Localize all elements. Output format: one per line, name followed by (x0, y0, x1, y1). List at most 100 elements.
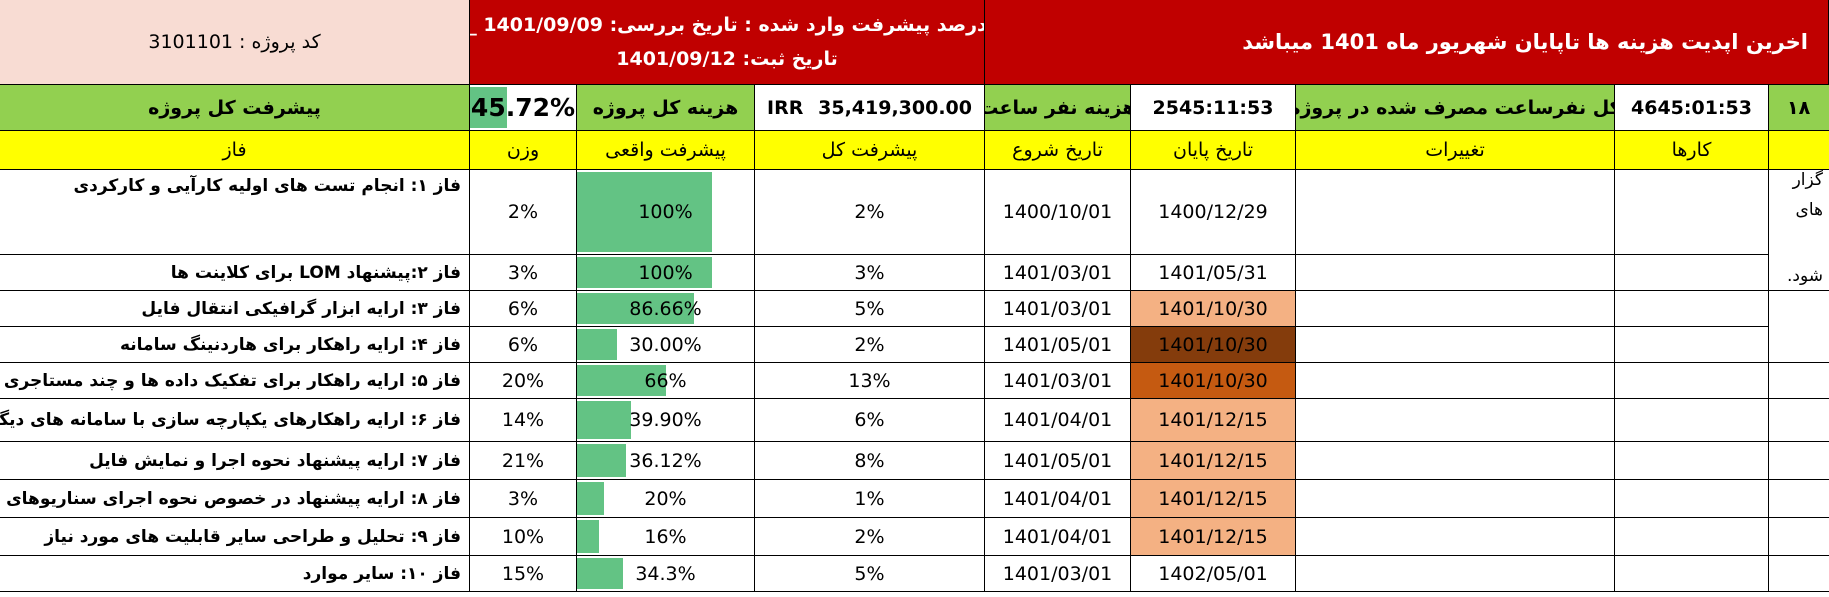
row-1-end: 1400/12/29 (1158, 201, 1268, 223)
row-7-start: 1401/05/01 (1002, 449, 1113, 472)
row-6-progress-bar (577, 401, 631, 439)
row-4-tasks-cell (1615, 327, 1769, 363)
row-9-changes-cell (1296, 518, 1615, 556)
row-2-total: 3% (854, 261, 885, 284)
row-9-start: 1401/04/01 (1002, 525, 1113, 548)
row-10-weight: 15% (501, 562, 545, 585)
row-4-changes-cell (1296, 327, 1615, 363)
row-1-end-cell: 1400/12/29 (1131, 170, 1296, 255)
row-1-start: 1400/10/01 (1002, 201, 1113, 223)
row-8-actual: 20% (644, 487, 687, 510)
row-7-end-cell: 1401/12/15 (1131, 442, 1296, 480)
row-6-end-cell: 1401/12/15 (1131, 399, 1296, 442)
row-3-phase: فاز ۳: ارایه ابزار گرافیکی انتقال فایل (141, 298, 461, 319)
total-progress-bar (470, 87, 508, 128)
row-4-total-cell: 2% (755, 327, 985, 363)
total-cost-label-cell: هزینه کل پروژه (577, 85, 755, 131)
row-5-progress-bar (577, 365, 666, 396)
row-9-total-cell: 2% (755, 518, 985, 556)
row-6-start: 1401/04/01 (1002, 409, 1113, 431)
row-10-phase-cell: فاز ۱۰: سایر موارد (0, 556, 470, 592)
row-6-actual-cell: 39.90% (577, 399, 755, 442)
col-header-start-date-label: تاریخ شروع (1012, 139, 1103, 161)
col-header-start-date: تاریخ شروع (985, 131, 1131, 170)
row-10-actual: 34.3% (635, 562, 696, 585)
col-header-end-date: تاریخ پایان (1131, 131, 1296, 170)
row-5-end-cell: 1401/10/30 (1131, 363, 1296, 399)
row-9-start-cell: 1401/04/01 (985, 518, 1131, 556)
row-2-weight-cell: 3% (470, 255, 577, 291)
col-header-edge (1769, 131, 1829, 170)
total-progress-label: پیشرفت کل پروژه (148, 96, 321, 119)
row-6-total: 6% (854, 409, 885, 431)
row-1-weight-cell: 2% (470, 170, 577, 255)
row-7-edge-cell (1769, 442, 1829, 480)
row-7-phase: فاز ۷: ارایه پیشنهاد نحوه اجرا و نمایش ف… (89, 450, 461, 471)
row-3-changes-cell (1296, 291, 1615, 327)
row-2-changes-cell (1296, 255, 1615, 291)
row-3-end-cell: 1401/10/30 (1131, 291, 1296, 327)
col-header-end-date-label: تاریخ پایان (1173, 139, 1253, 161)
row-2-end: 1401/05/31 (1158, 261, 1268, 284)
hourly-cost-label: هزینه نفر ساعت (985, 96, 1131, 119)
row-10-phase: فاز ۱۰: سایر موارد (302, 563, 461, 584)
row-2-weight: 3% (507, 261, 539, 284)
row-1-tasks-cell (1615, 170, 1769, 255)
row-8-start: 1401/04/01 (1002, 487, 1113, 510)
consumed-hours-label-cell: کل نفرساعت مصرف شده در پروژه (1296, 85, 1615, 131)
row-4-start-cell: 1401/05/01 (985, 327, 1131, 363)
edge-fragment-cell: ۱۸ (1769, 85, 1829, 131)
row-4-actual: 30.00% (629, 333, 702, 356)
row-1-total-cell: 2% (755, 170, 985, 255)
edge-fragment: ۱۸ (1787, 96, 1811, 119)
row-5-start-cell: 1401/03/01 (985, 363, 1131, 399)
row-5-total: 13% (848, 369, 891, 392)
row-1-phase: فاز ۱: انجام تست های اولیه کارآیی و کارک… (73, 176, 461, 196)
row-4-progress-bar (577, 329, 618, 360)
progress-review-date: درصد پیشرفت وارد شده : تاریخ بررسی: 1401… (470, 14, 985, 36)
row-7-weight: 21% (501, 449, 545, 472)
row-6-actual: 39.90% (629, 409, 702, 431)
row-7-weight-cell: 21% (470, 442, 577, 480)
consumed-hours-value: 4645:01:53 (1631, 96, 1752, 119)
row-8-tasks-cell (1615, 480, 1769, 518)
row-3-tasks-cell (1615, 291, 1769, 327)
row-7-actual: 36.12% (629, 449, 702, 472)
row-5-phase: فاز ۵: ارایه راهکار برای تفکیک داده ها و… (3, 370, 461, 391)
row-6-weight-cell: 14% (470, 399, 577, 442)
row-8-weight: 3% (507, 487, 539, 510)
row-5-start: 1401/03/01 (1002, 369, 1113, 392)
total-progress-value-cell: 45.72% (470, 85, 577, 131)
row-10-start: 1401/03/01 (1002, 562, 1113, 585)
row-7-total-cell: 8% (755, 442, 985, 480)
row-8-end-cell: 1401/12/15 (1131, 480, 1296, 518)
row-6-start-cell: 1401/04/01 (985, 399, 1131, 442)
total-cost-label: هزینه کل پروژه (592, 96, 739, 119)
row-10-total-cell: 5% (755, 556, 985, 592)
row-5-tasks-cell (1615, 363, 1769, 399)
row-5-changes-cell (1296, 363, 1615, 399)
row-6-weight: 14% (501, 409, 545, 431)
hours-value: 2545:11:53 (1152, 96, 1274, 119)
row-9-edge-cell (1769, 518, 1829, 556)
row-2-tasks-cell (1615, 255, 1769, 291)
hourly-cost-label-cell: هزینه نفر ساعت (985, 85, 1131, 131)
row-3-actual: 86.66% (629, 297, 702, 320)
row-2-actual: 100% (638, 261, 693, 284)
row-8-total: 1% (854, 487, 885, 510)
row-10-progress-bar (577, 558, 624, 589)
row-6-phase-cell: فاز ۶: ارایه راهکارهای یکپارچه سازی با س… (0, 399, 470, 442)
row-5-actual: 66% (644, 369, 687, 392)
row-4-edge-cell (1769, 327, 1829, 363)
row-10-edge-cell (1769, 556, 1829, 592)
row-9-phase: فاز ۹: تحلیل و طراحی سایر قابلیت های مور… (44, 526, 461, 547)
row-10-total: 5% (854, 562, 885, 585)
row-7-tasks-cell (1615, 442, 1769, 480)
row-3-actual-cell: 86.66% (577, 291, 755, 327)
row-5-actual-cell: 66% (577, 363, 755, 399)
side-notes: گزار های شود. (1769, 170, 1829, 291)
col-header-actual-progress: پیشرفت واقعی (577, 131, 755, 170)
col-header-total-progress-label: پیشرفت کل (821, 139, 918, 161)
row-3-phase-cell: فاز ۳: ارایه ابزار گرافیکی انتقال فایل (0, 291, 470, 327)
col-header-phase-label: فاز (222, 139, 247, 161)
